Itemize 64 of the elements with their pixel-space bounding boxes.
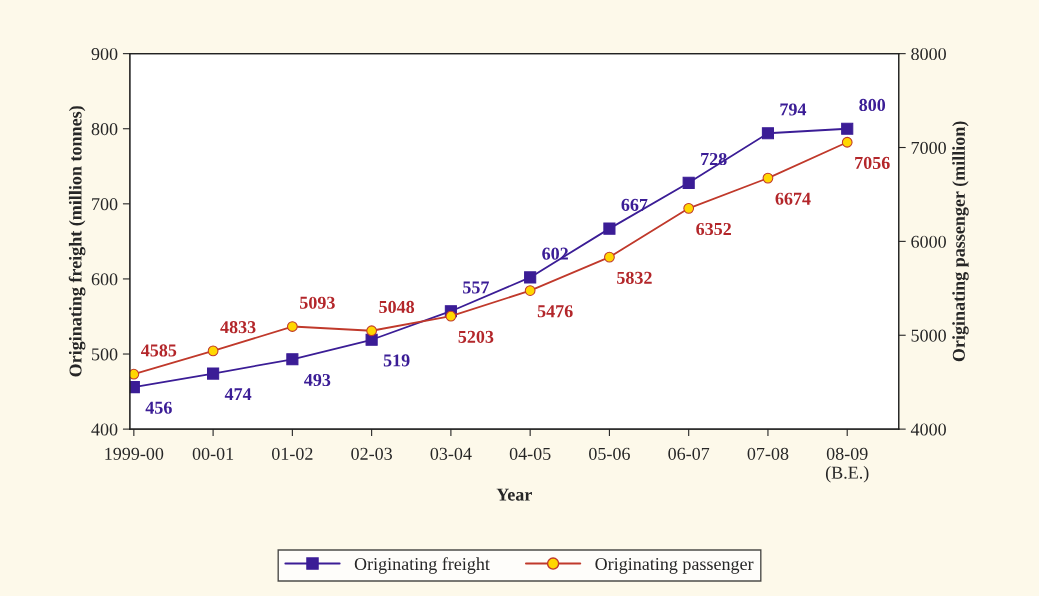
data-label: 5093 bbox=[300, 296, 335, 309]
y-axis-title: Originating freight (million tonnes) bbox=[68, 106, 86, 377]
y2-axis-title: Originating passenger (million) bbox=[952, 121, 969, 362]
data-label: 5476 bbox=[537, 305, 573, 318]
y-tick-label: 700 bbox=[92, 198, 118, 211]
x-axis-title: Year bbox=[496, 488, 532, 501]
data-label: 794 bbox=[780, 103, 807, 116]
point bbox=[841, 122, 854, 135]
point bbox=[762, 172, 774, 184]
y-tick-label: 500 bbox=[92, 348, 118, 361]
x-tick-label: 00-01 bbox=[192, 447, 234, 460]
point bbox=[604, 251, 615, 263]
legend-label: Originating freight bbox=[354, 557, 490, 574]
x-tick-label: 02-03 bbox=[351, 447, 392, 460]
point bbox=[366, 325, 378, 337]
point bbox=[761, 127, 775, 140]
data-label: 557 bbox=[463, 281, 489, 294]
data-label: 6352 bbox=[696, 222, 731, 236]
data-label: 5048 bbox=[379, 300, 415, 314]
y2-tick-label: 4000 bbox=[910, 423, 946, 436]
x-tick-label: 03-04 bbox=[430, 447, 472, 460]
x-tick-label: 1999-00 bbox=[105, 447, 164, 460]
point bbox=[841, 136, 853, 148]
x-tick-label: 07-08 bbox=[747, 447, 789, 460]
x-tick-label: 04-05 bbox=[509, 447, 551, 460]
point bbox=[286, 321, 298, 332]
y-tick-label: 800 bbox=[91, 122, 118, 136]
point bbox=[286, 353, 299, 366]
data-label: 7056 bbox=[855, 156, 890, 169]
point bbox=[129, 368, 140, 380]
legend-label: Originating passenger bbox=[595, 557, 754, 574]
x-tick-label: 06-07 bbox=[668, 447, 710, 460]
x-tick-label: 01-02 bbox=[271, 447, 313, 460]
point bbox=[603, 222, 616, 235]
data-label: 5832 bbox=[617, 271, 652, 284]
point bbox=[445, 310, 457, 322]
y2-tick-label: 8000 bbox=[911, 47, 946, 61]
point bbox=[683, 202, 695, 214]
y2-tick-label: 5000 bbox=[911, 329, 946, 342]
point bbox=[207, 367, 220, 380]
data-label: 602 bbox=[542, 247, 568, 260]
data-label: 4833 bbox=[220, 321, 256, 334]
x-tick-label: 08-09 (B.E.) bbox=[825, 447, 869, 483]
y2-tick-label: 7000 bbox=[911, 141, 946, 154]
data-label: 493 bbox=[304, 373, 331, 387]
data-label: 5203 bbox=[458, 330, 494, 343]
point bbox=[524, 285, 536, 296]
point bbox=[365, 333, 378, 346]
y2-tick-label: 6000 bbox=[911, 235, 946, 248]
data-label: 456 bbox=[145, 401, 172, 414]
data-label: 6674 bbox=[775, 192, 811, 205]
data-label: 474 bbox=[224, 388, 252, 401]
data-label: 4585 bbox=[141, 344, 177, 357]
x-tick-label: 05-06 bbox=[589, 447, 630, 460]
y-tick-label: 400 bbox=[91, 423, 118, 436]
data-label: 519 bbox=[383, 354, 410, 367]
point bbox=[524, 271, 537, 284]
y-tick-label: 900 bbox=[91, 47, 118, 61]
data-label: 728 bbox=[701, 152, 727, 166]
y-tick-label: 600 bbox=[91, 273, 118, 286]
point bbox=[682, 176, 695, 189]
point bbox=[207, 345, 219, 357]
data-label: 800 bbox=[859, 98, 886, 112]
data-label: 667 bbox=[621, 198, 648, 211]
